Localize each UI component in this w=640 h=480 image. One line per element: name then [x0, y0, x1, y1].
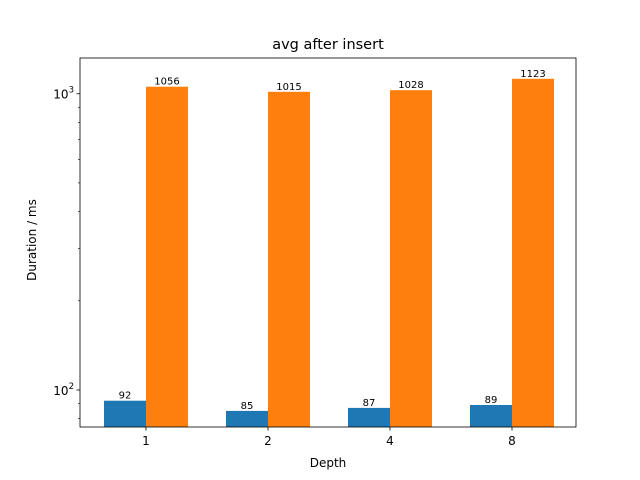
y-tick-exponent: 3	[69, 86, 74, 96]
bar-series-2-depth-1	[146, 86, 188, 427]
data-label: 1015	[276, 82, 301, 93]
data-labels-layer: 92 85 87 89 1056 1015 1028 1123	[119, 69, 546, 412]
data-label: 1056	[154, 77, 179, 88]
data-label: 89	[485, 395, 498, 406]
y-tick-exponent: 2	[69, 382, 74, 392]
bars-layer	[104, 78, 554, 428]
x-tick-label: 2	[264, 434, 272, 448]
y-tick-label: 103	[53, 86, 74, 102]
plot-frame	[79, 57, 577, 428]
y-axis-label: Duration / ms	[25, 199, 39, 281]
y-tick-base: 10	[53, 88, 68, 102]
x-tick-label: 1	[142, 434, 150, 448]
bar-series-2-depth-2	[268, 91, 310, 428]
data-label: 87	[363, 398, 376, 409]
x-tick-label: 4	[386, 434, 394, 448]
x-tick-label: 8	[508, 434, 516, 448]
bar-series-2-depth-8	[512, 78, 554, 428]
data-label: 1123	[520, 69, 545, 80]
chart-title: avg after insert	[272, 37, 384, 53]
bar-series-1-depth-2	[226, 410, 268, 427]
data-label: 92	[119, 391, 132, 402]
x-axis: 1 2 4 8	[142, 427, 516, 448]
bar-series-1-depth-4	[348, 407, 390, 427]
x-axis-label: Depth	[310, 456, 347, 470]
y-tick-label: 102	[53, 382, 74, 398]
y-tick-base: 10	[53, 384, 68, 398]
data-label: 1028	[398, 80, 423, 91]
bar-series-1-depth-8	[470, 404, 512, 427]
bar-series-1-depth-1	[104, 400, 146, 427]
data-label: 85	[241, 401, 254, 412]
bar-series-2-depth-4	[390, 90, 432, 427]
